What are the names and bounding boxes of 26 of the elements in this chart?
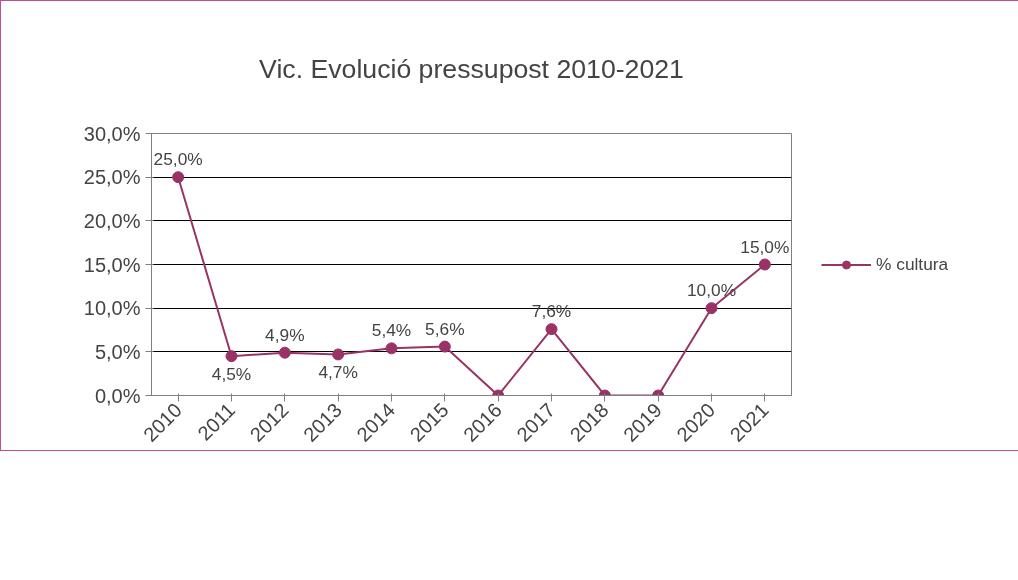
point	[385, 342, 398, 355]
point	[172, 171, 185, 184]
data-label: 15,0%	[740, 236, 790, 257]
point	[705, 302, 718, 315]
data-label: 10,0%	[686, 280, 737, 301]
y-tick-label: 30,0%	[83, 122, 141, 145]
point	[225, 350, 238, 363]
data-label: 25,0%	[153, 149, 203, 170]
point	[332, 348, 345, 361]
y-tick-label: 15,0%	[83, 253, 141, 276]
data-label: 4,9%	[265, 324, 305, 345]
y-tick-label: 5,0%	[94, 340, 141, 363]
point	[545, 323, 558, 336]
data-label: 5,4%	[371, 320, 412, 341]
point	[758, 258, 771, 271]
data-label: 5,6%	[425, 318, 465, 339]
y-tick-label: 20,0%	[83, 209, 141, 232]
y-tick-label: 25,0%	[83, 166, 141, 189]
y-tick-label: 0,0%	[94, 384, 141, 407]
y-tick-label: 10,0%	[83, 297, 141, 320]
data-label: 4,5%	[211, 364, 252, 385]
chart-title: Vic. Evolució pressupost 2010-2021	[259, 53, 684, 84]
data-label: 4,7%	[318, 362, 358, 383]
legend-label: % cultura	[876, 253, 949, 275]
point	[278, 346, 291, 359]
point	[438, 340, 451, 353]
